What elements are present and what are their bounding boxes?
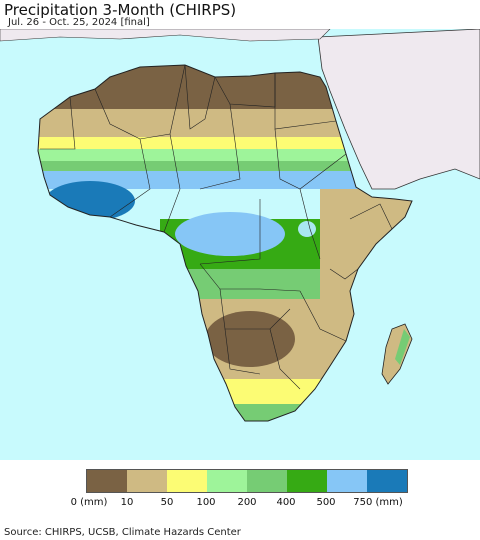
precipitation-map bbox=[0, 29, 480, 460]
kalahari-dry-core bbox=[205, 311, 295, 367]
legend-swatch bbox=[327, 470, 367, 492]
legend-swatch bbox=[87, 470, 127, 492]
congo-wet-core bbox=[175, 212, 285, 256]
legend-tick-label: 10 bbox=[120, 497, 134, 508]
legend-tick-label: 100 bbox=[196, 497, 216, 508]
lake-victoria bbox=[298, 221, 316, 237]
legend-tick-label: 400 bbox=[276, 497, 296, 508]
legend-swatch bbox=[167, 470, 207, 492]
legend-swatch bbox=[247, 470, 287, 492]
map-subtitle: Jul. 26 - Oct. 25, 2024 [final] bbox=[8, 17, 150, 28]
madagascar-east-coast bbox=[395, 329, 410, 365]
sahel-band-200mm bbox=[38, 161, 412, 171]
map-title: Precipitation 3-Month (CHIRPS) bbox=[4, 1, 237, 19]
legend-swatch bbox=[207, 470, 247, 492]
legend-tick-label: 750 (mm) bbox=[353, 497, 403, 508]
legend-swatch bbox=[287, 470, 327, 492]
source-credit: Source: CHIRPS, UCSB, Climate Hazards Ce… bbox=[4, 527, 241, 538]
legend-colorbar bbox=[86, 469, 408, 493]
legend-tick-label: 200 bbox=[237, 497, 257, 508]
legend-swatch bbox=[367, 470, 407, 492]
legend-tick-label: 500 bbox=[316, 497, 336, 508]
arabian-peninsula bbox=[317, 29, 480, 190]
legend-swatch bbox=[127, 470, 167, 492]
wet-band-500mm bbox=[38, 171, 412, 189]
legend-tick-label: 0 (mm) bbox=[70, 497, 108, 508]
southern-europe bbox=[0, 29, 331, 42]
sahel-band-50mm bbox=[38, 137, 412, 149]
country-borders bbox=[40, 64, 393, 390]
sahel-band-100mm bbox=[38, 149, 412, 161]
legend-tick-label: 50 bbox=[160, 497, 174, 508]
